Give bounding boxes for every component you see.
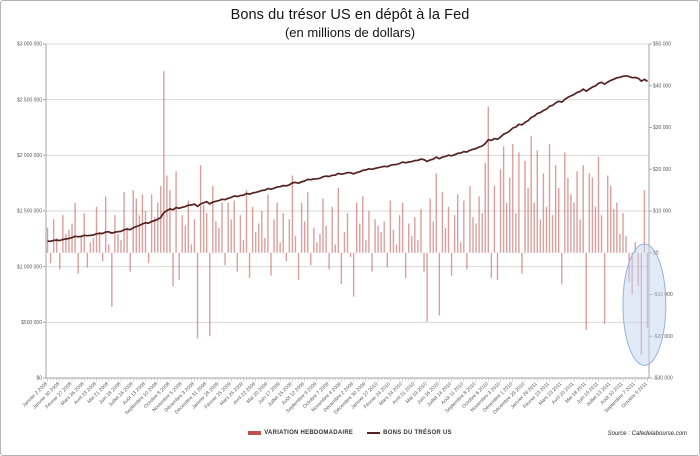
legend: VARIATION HEBDOMADAIRE BONS DU TRÉSOR US (1, 430, 699, 436)
legend-label-treasury: BONS DU TRÉSOR US (383, 430, 452, 436)
variation-bars (46, 71, 649, 356)
svg-text:$30 000: $30 000 (653, 125, 671, 131)
svg-text:$50 000: $50 000 (653, 42, 671, 48)
source-credit: Source : Cafedelabourse.com (607, 431, 687, 437)
svg-text:$3 000 000: $3 000 000 (17, 42, 42, 48)
svg-text:-$30 000: -$30 000 (653, 376, 673, 382)
chart-subtitle: (en millions de dollars) (284, 25, 416, 40)
legend-label-variation: VARIATION HEBDOMADAIRE (264, 430, 354, 436)
bar-series-swatch-icon (248, 431, 262, 435)
svg-text:$10 000: $10 000 (653, 209, 671, 215)
svg-text:$500 000: $500 000 (21, 320, 42, 326)
chart-title: Bons du trésor US en dépôt à la Fed (230, 7, 470, 23)
svg-text:$40 000: $40 000 (653, 83, 671, 89)
treasury-line (47, 74, 648, 243)
svg-text:$20 000: $20 000 (653, 167, 671, 173)
svg-text:$1 500 000: $1 500 000 (17, 209, 42, 215)
legend-item-treasury: BONS DU TRÉSOR US (367, 430, 452, 436)
line-series-swatch-icon (367, 432, 381, 434)
highlight-ellipse (622, 243, 667, 366)
legend-item-variation: VARIATION HEBDOMADAIRE (248, 430, 353, 436)
svg-text:$2 500 000: $2 500 000 (17, 97, 42, 103)
gridlines (46, 43, 649, 323)
x-axis-ticks (47, 378, 648, 382)
svg-text:$0: $0 (36, 376, 42, 382)
svg-text:$2 000 000: $2 000 000 (17, 153, 42, 159)
svg-text:$1 000 000: $1 000 000 (17, 264, 42, 270)
left-axis-labels: $3 000 000 $2 500 000 $2 000 000 $1 500 000… (17, 42, 46, 382)
